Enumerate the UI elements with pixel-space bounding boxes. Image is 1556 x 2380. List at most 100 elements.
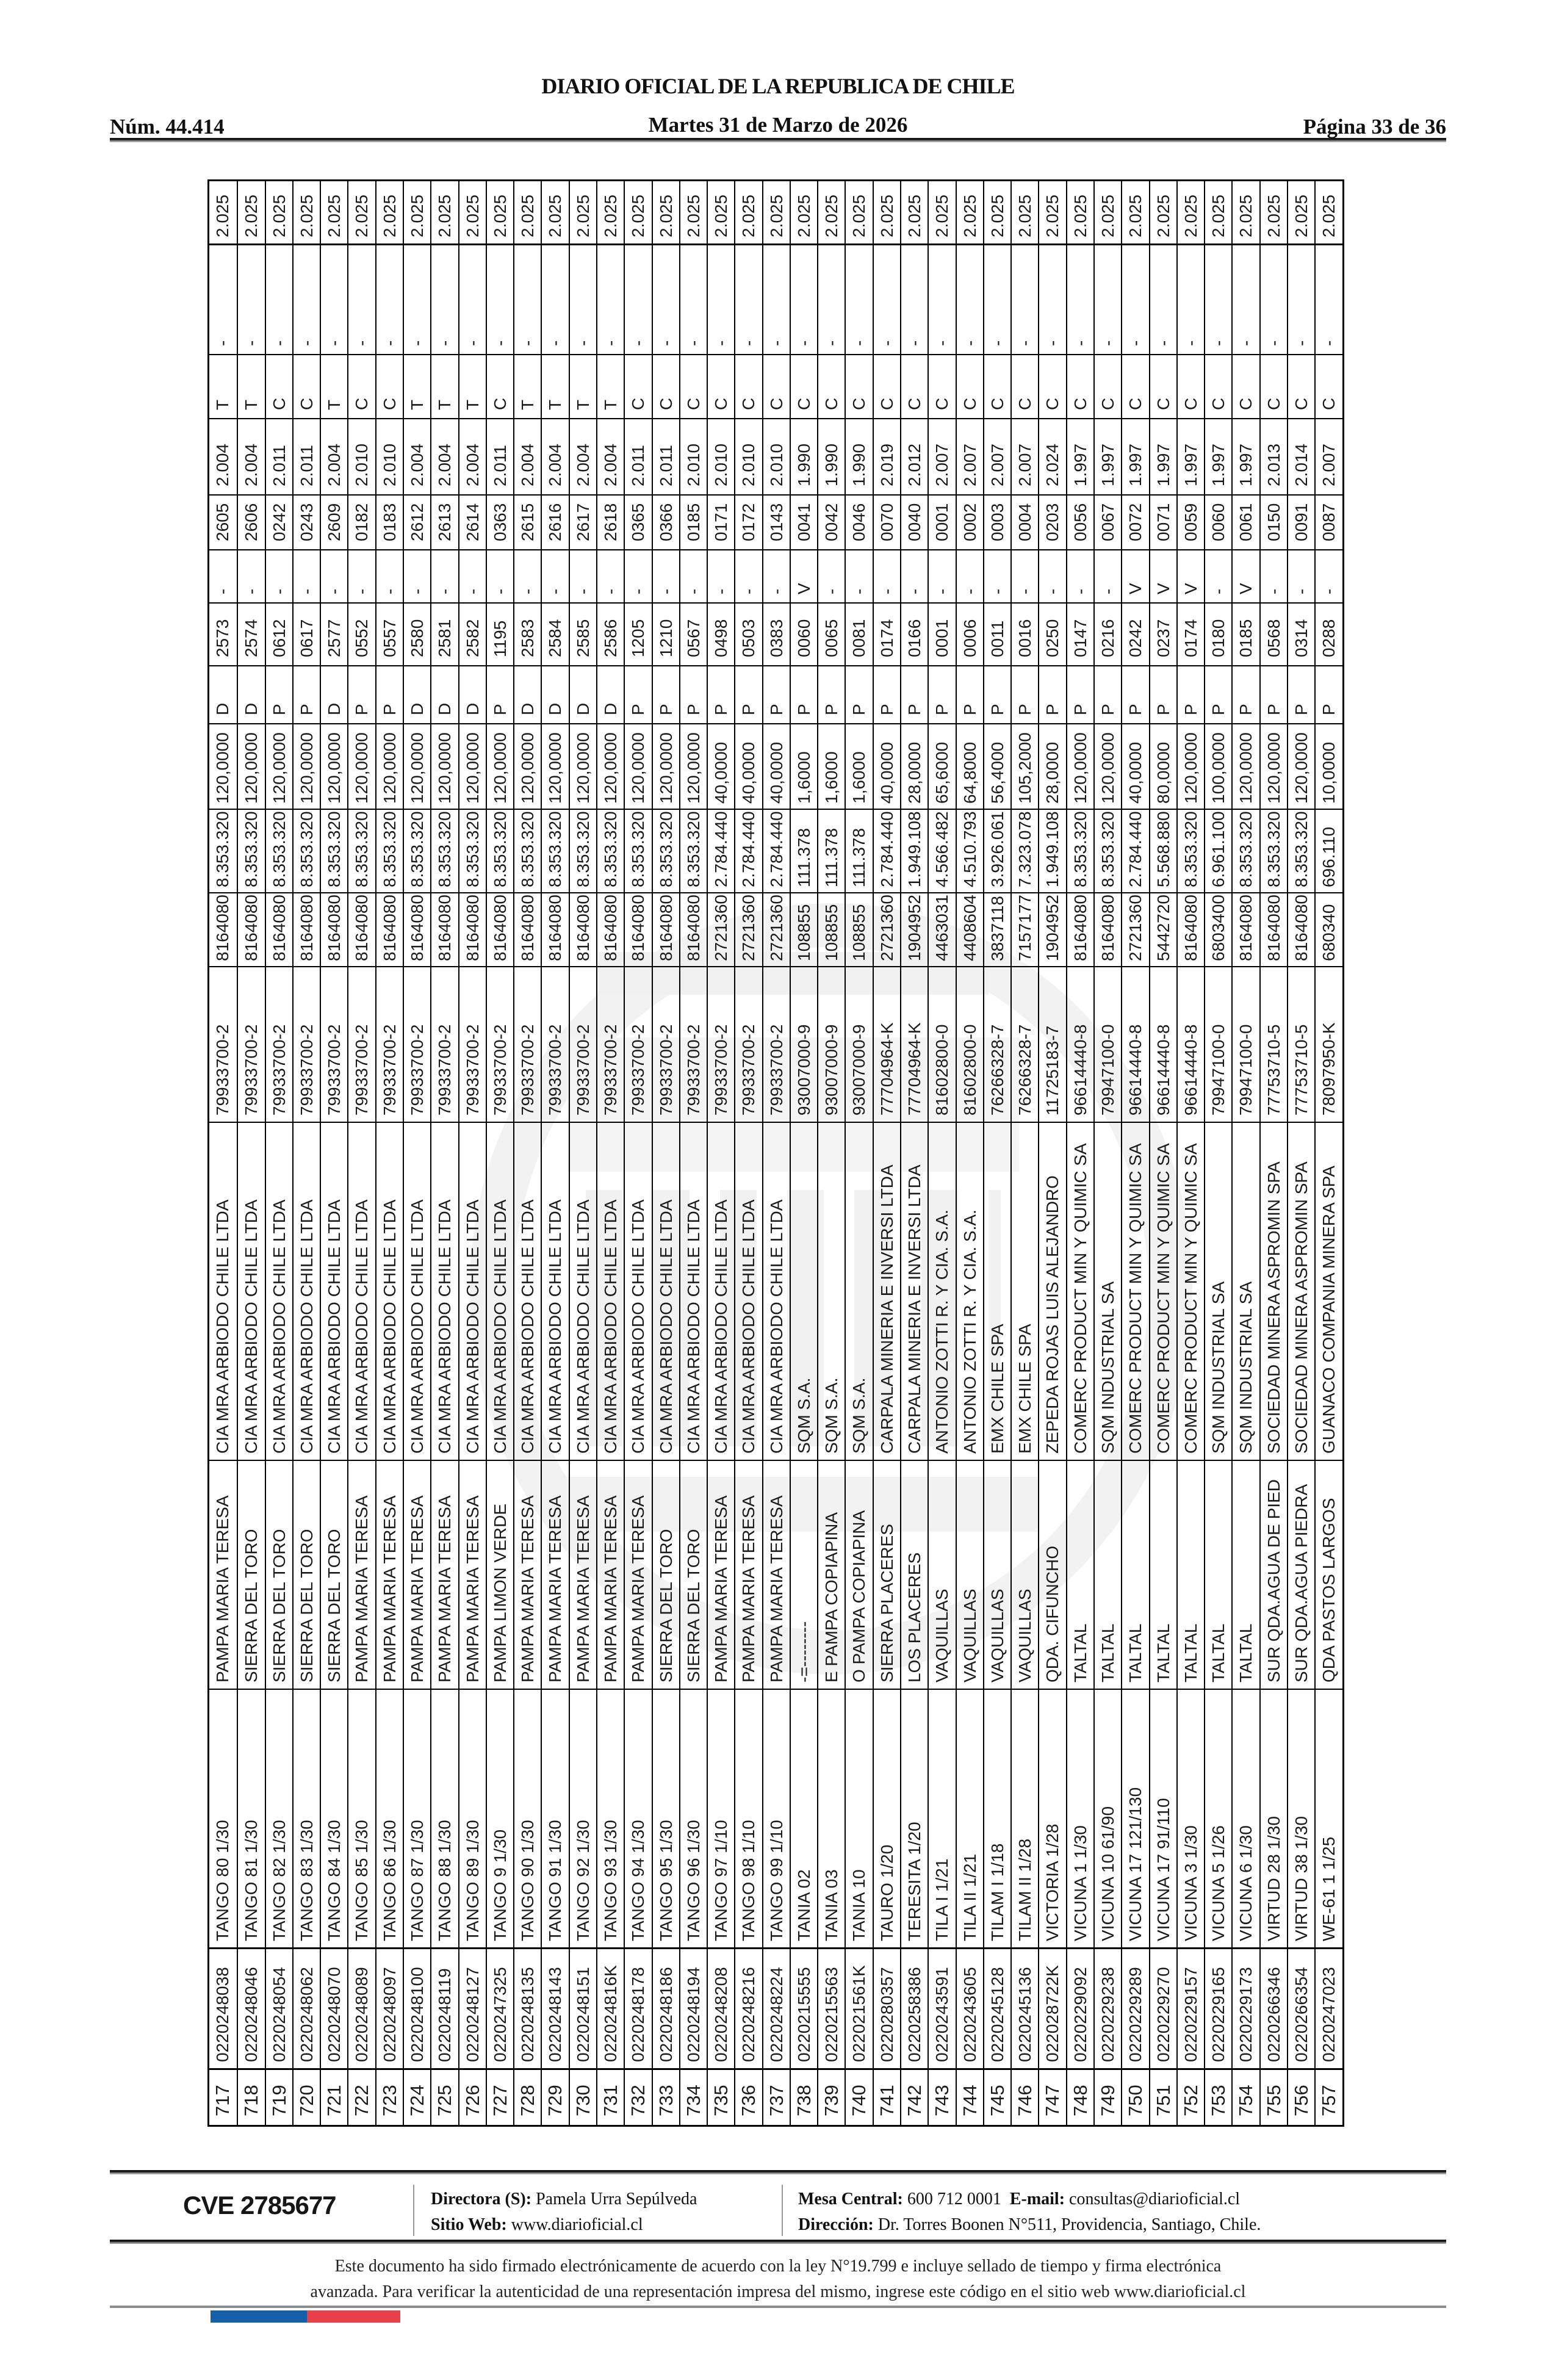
cell-letter: C	[707, 355, 735, 419]
cell-location: TALTAL	[1065, 1461, 1093, 1690]
cell-value2: 1.949.108	[1038, 810, 1066, 893]
cell-claim_name: TANGO 82 1/30	[264, 1690, 292, 1949]
cell-location: PAMPA MARIA TERESA	[541, 1461, 569, 1690]
cell-folio_a: 2583	[513, 604, 541, 666]
cell-folio_a: 0185	[1231, 604, 1259, 666]
cell-claim_name: TANGO 95 1/30	[651, 1690, 679, 1949]
cell-year_a: 2.004	[320, 419, 348, 496]
email-address[interactable]: consultas@diarioficial.cl	[1069, 2190, 1241, 2209]
cell-row_number: 755	[1259, 2070, 1287, 2125]
cell-roll_id: 0220248216	[734, 1949, 762, 2070]
cell-value2: 5.568.880	[1148, 810, 1176, 893]
cell-row_number: 751	[1148, 2070, 1176, 2125]
cell-year_b: 2.025	[817, 181, 845, 245]
cell-year_a: 2.004	[541, 419, 569, 496]
cell-letter: T	[209, 355, 237, 419]
cell-mark_b: -	[402, 245, 431, 355]
cell-mark_b: -	[513, 245, 541, 355]
cell-hectares: 120,0000	[430, 724, 458, 810]
cell-hectares: 120,0000	[1231, 724, 1259, 810]
cell-folio_b: 0243	[292, 496, 320, 550]
cell-roll_id: 0220229092	[1065, 1949, 1093, 2070]
cell-mark_a: -	[624, 550, 652, 604]
cell-owner: CIA MRA ARBIODO CHILE LTDA	[513, 1123, 541, 1461]
cell-value1: 2721360	[734, 893, 762, 967]
cell-year_b: 2.025	[679, 181, 707, 245]
cell-row_number: 723	[375, 2070, 403, 2125]
cell-roll_id: 0220248054	[264, 1949, 292, 2070]
cell-rut: 79947100-0	[1204, 967, 1232, 1123]
cell-hectares: 105,2000	[1010, 724, 1039, 810]
cell-status: P	[1065, 666, 1093, 724]
cell-folio_b: 2606	[237, 496, 265, 550]
cell-status: P	[1231, 666, 1259, 724]
cell-value2: 8.353.320	[1231, 810, 1259, 893]
cell-mark_b: -	[982, 245, 1011, 355]
cell-letter: T	[458, 355, 486, 419]
cell-folio_a: 0180	[1204, 604, 1232, 666]
cell-row_number: 747	[1038, 2070, 1066, 2125]
cell-location: VAQUILLAS	[927, 1461, 956, 1690]
cell-roll_id: 0220248038	[209, 1949, 237, 2070]
cell-year_a: 2.010	[762, 419, 790, 496]
cell-folio_b: 0040	[900, 496, 928, 550]
cell-claim_name: TANGO 86 1/30	[375, 1690, 403, 1949]
cell-year_b: 2.025	[485, 181, 514, 245]
cell-folio_a: 2574	[237, 604, 265, 666]
cell-status: P	[1176, 666, 1205, 724]
cell-location: PAMPA MARIA TERESA	[513, 1461, 541, 1690]
cell-mark_b: -	[762, 245, 790, 355]
cell-roll_id: 0220258386	[900, 1949, 928, 2070]
cell-rut: 77704964-K	[872, 967, 901, 1123]
cell-value2: 8.353.320	[679, 810, 707, 893]
edition-date: Martes 31 de Marzo de 2026	[648, 113, 908, 137]
cell-value1: 8164080	[513, 893, 541, 967]
cell-hectares: 40,0000	[762, 724, 790, 810]
cell-mark_a: -	[1259, 550, 1287, 604]
cell-letter: C	[1065, 355, 1093, 419]
cell-mark_b: -	[624, 245, 652, 355]
cell-rut: 79933700-2	[651, 967, 679, 1123]
cell-claim_name: TANGO 93 1/30	[596, 1690, 624, 1949]
cell-roll_id: 0220266346	[1259, 1949, 1287, 2070]
cell-row_number: 720	[292, 2070, 320, 2125]
cell-location: E PAMPA COPIAPINA	[817, 1461, 845, 1690]
cell-roll_id: 0220229157	[1176, 1949, 1205, 2070]
cell-roll_id: 0220248224	[762, 1949, 790, 2070]
cell-roll_id: 0220215555	[789, 1949, 818, 2070]
cell-value2: 4.566.482	[927, 810, 956, 893]
cell-folio_a: 0557	[375, 604, 403, 666]
cell-roll_id: 0220229270	[1148, 1949, 1176, 2070]
cell-letter: T	[513, 355, 541, 419]
cell-mark_a: -	[900, 550, 928, 604]
cell-folio_a: 0242	[1121, 604, 1149, 666]
cell-owner: CIA MRA ARBIODO CHILE LTDA	[568, 1123, 596, 1461]
cell-claim_name: TANGO 9 1/30	[485, 1690, 514, 1949]
cell-letter: C	[1314, 355, 1342, 419]
cell-value2: 8.353.320	[292, 810, 320, 893]
cell-row_number: 730	[568, 2070, 596, 2125]
cell-rut: 79933700-2	[264, 967, 292, 1123]
cell-value1: 8164080	[1286, 893, 1315, 967]
cell-letter: C	[264, 355, 292, 419]
cell-folio_a: 2573	[209, 604, 237, 666]
cell-folio_b: 0172	[734, 496, 762, 550]
cell-value2: 111.378	[789, 810, 818, 893]
cell-location: SIERRA DEL TORO	[237, 1461, 265, 1690]
phone-email-line: Mesa Central: 600 712 0001 E-mail: consu…	[798, 2187, 1261, 2212]
cell-letter: T	[237, 355, 265, 419]
director-name: Pamela Urra Sepúlveda	[536, 2190, 697, 2209]
cell-letter: C	[1259, 355, 1287, 419]
cell-roll_id: 0220248062	[292, 1949, 320, 2070]
cell-owner: CIA MRA ARBIODO CHILE LTDA	[762, 1123, 790, 1461]
cell-owner: CIA MRA ARBIODO CHILE LTDA	[402, 1123, 431, 1461]
cell-mark_a: -	[264, 550, 292, 604]
website-link[interactable]: www.diarioficial.cl	[511, 2215, 643, 2234]
cell-value1: 4408604	[955, 893, 983, 967]
cell-status: P	[1148, 666, 1176, 724]
cell-letter: C	[817, 355, 845, 419]
cell-roll_id: 0220229165	[1204, 1949, 1232, 2070]
cell-letter: C	[1148, 355, 1176, 419]
cell-status: P	[927, 666, 956, 724]
cell-letter: T	[596, 355, 624, 419]
